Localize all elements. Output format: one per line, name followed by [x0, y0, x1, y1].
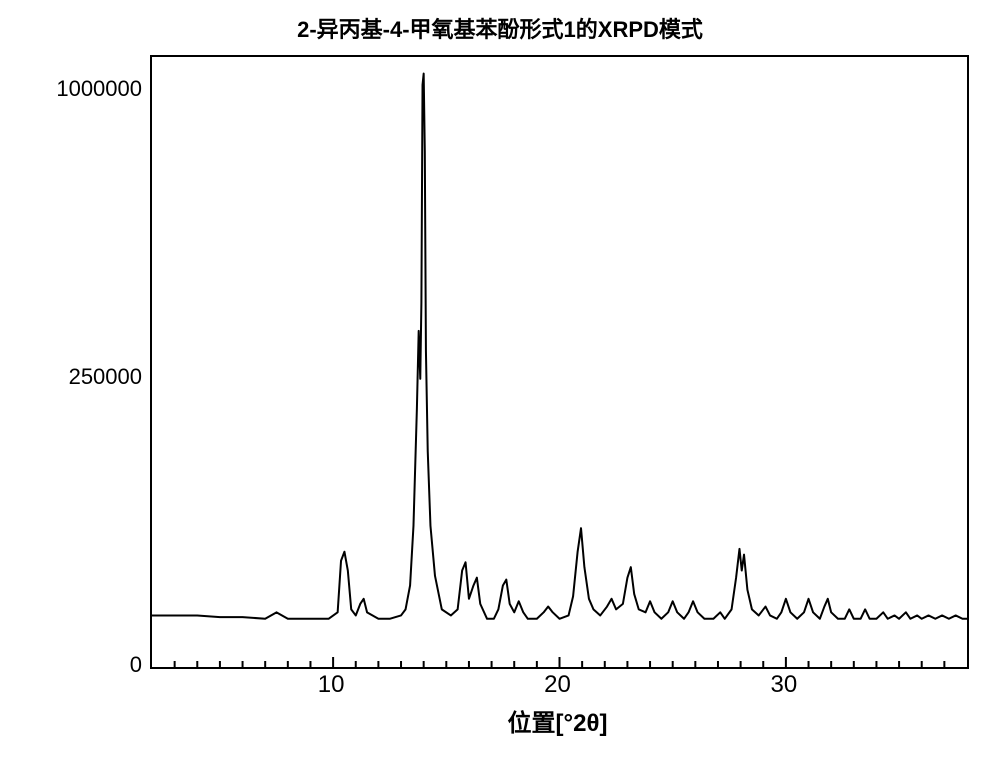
- y-tick-label: 0: [2, 652, 142, 678]
- plot-svg: [152, 57, 967, 687]
- y-tick-label: 1000000: [2, 76, 142, 102]
- x-tick-label: 30: [754, 671, 814, 699]
- y-tick-label: 250000: [2, 364, 142, 390]
- x-axis-label: 位置[°2θ]: [150, 703, 965, 738]
- chart-title: 2-异丙基-4-甲氧基苯酚形式1的XRPD模式: [0, 12, 1000, 44]
- xrpd-figure: 2-异丙基-4-甲氧基苯酚形式1的XRPD模式 0 250000 1000000 1…: [0, 0, 1000, 760]
- x-tick-label: 20: [528, 671, 588, 699]
- x-tick-label: 10: [301, 671, 361, 699]
- plot-area: [150, 55, 969, 669]
